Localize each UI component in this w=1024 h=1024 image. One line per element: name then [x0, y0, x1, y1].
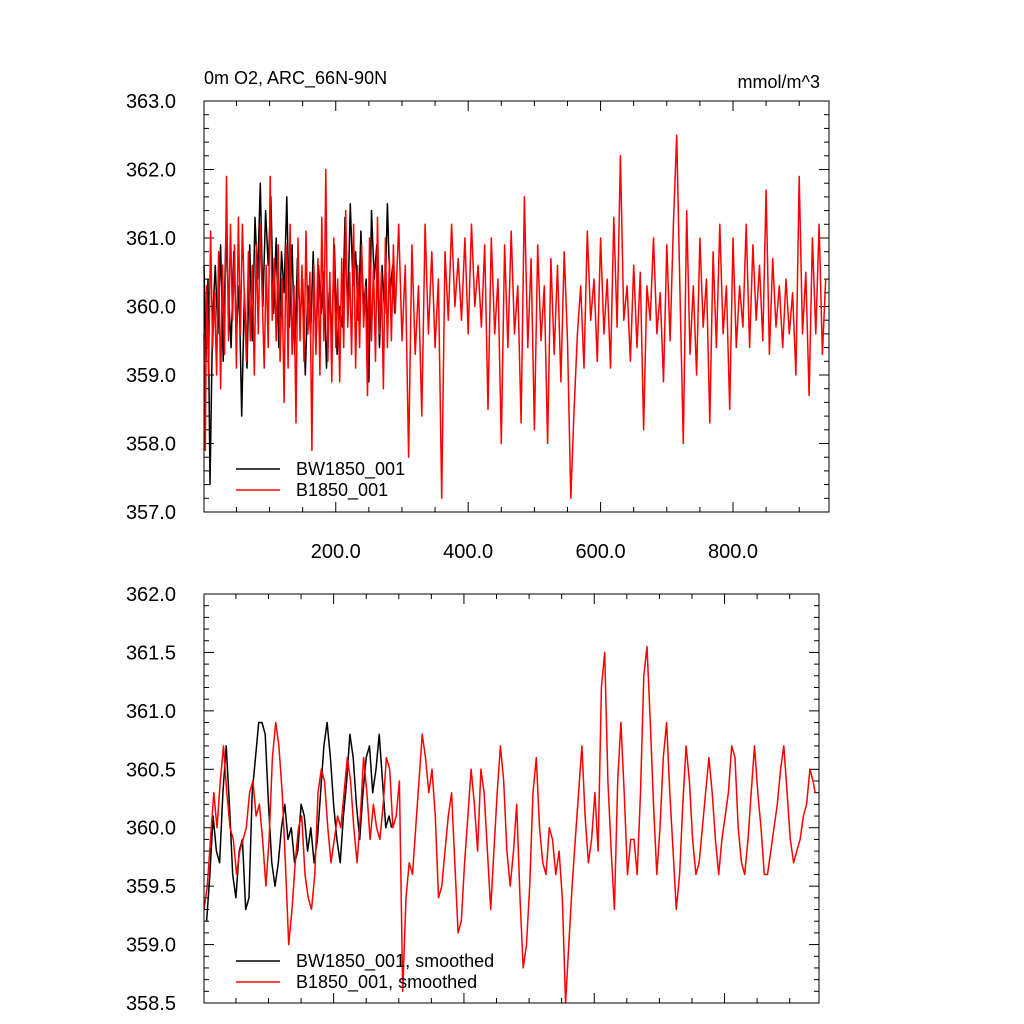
- panel2-ticks: 358.5 359.0 359.5 360.0 360.5 361.0 361.5 362.0: [126, 584, 819, 1015]
- y-tick-label: 361.0: [126, 228, 176, 250]
- y-tick-label: 362.0: [126, 160, 176, 182]
- y-tick-label: 359.5: [126, 876, 176, 898]
- y-tick-label: 359.0: [126, 935, 176, 957]
- legend-label-bw1850-001-smoothed: BW1850_001, smoothed: [296, 951, 494, 972]
- y-tick-label: 357.0: [126, 502, 176, 524]
- y-tick-label: 361.0: [126, 701, 176, 723]
- top-panel: 0m O2, ARC_66N-90N mmol/m^3 357.0 358.0 35…: [126, 68, 830, 563]
- panel1-frame: [203, 100, 830, 513]
- panel2-frame: [203, 593, 820, 1004]
- y-tick-label: 360.0: [126, 818, 176, 840]
- legend-label-bw1850-001: BW1850_001: [296, 459, 405, 480]
- x-tick-label: 400.0: [443, 541, 493, 563]
- series-line-bw1850-001-smoothed: [205, 721, 393, 922]
- panel1-units: mmol/m^3: [738, 72, 820, 92]
- panel1-legend: BW1850_001 B1850_001: [236, 459, 405, 501]
- x-tick-label: 200.0: [311, 541, 361, 563]
- y-tick-label: 358.0: [126, 434, 176, 456]
- bottom-panel: 358.5 359.0 359.5 360.0 360.5 361.0 361.5 362.0…: [126, 584, 820, 1015]
- y-tick-label: 359.0: [126, 365, 176, 387]
- y-tick-label: 362.0: [126, 584, 176, 606]
- panel2-legend: BW1850_001, smoothed B1850_001, smoothed: [236, 951, 494, 993]
- legend-label-b1850-001-smoothed: B1850_001, smoothed: [296, 972, 477, 993]
- panel2-series: [203, 645, 816, 1004]
- panel1-title: 0m O2, ARC_66N-90N: [204, 68, 387, 89]
- y-tick-label: 363.0: [126, 91, 176, 113]
- y-tick-label: 360.5: [126, 759, 176, 781]
- y-tick-label: 361.5: [126, 642, 176, 664]
- legend-label-b1850-001: B1850_001: [296, 480, 388, 501]
- panel1-series: [203, 134, 827, 500]
- x-tick-label: 800.0: [708, 541, 758, 563]
- series-line-b1850-001-smoothed: [203, 645, 816, 1004]
- x-tick-label: 600.0: [576, 541, 626, 563]
- series-line-b1850-001: [203, 134, 827, 500]
- y-tick-label: 360.0: [126, 297, 176, 319]
- y-tick-label: 358.5: [126, 993, 176, 1015]
